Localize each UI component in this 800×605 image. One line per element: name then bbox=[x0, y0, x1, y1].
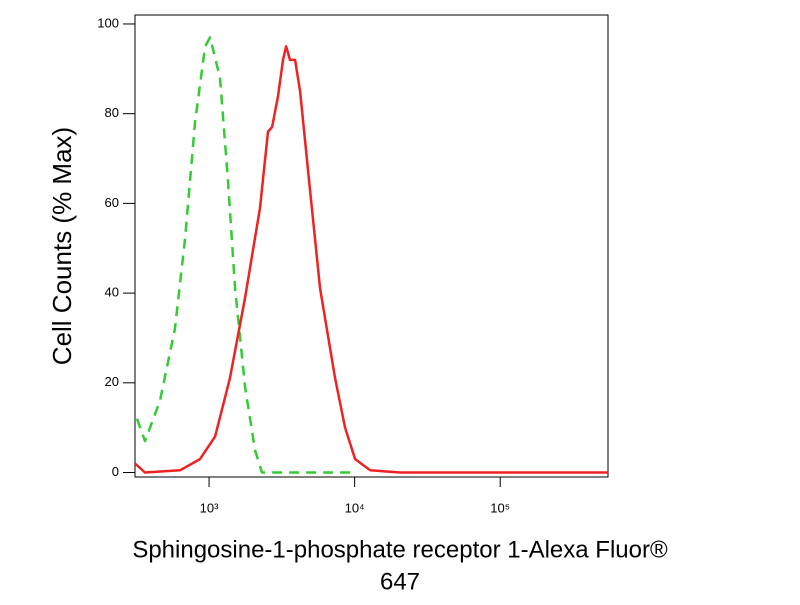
y-tick-label: 80 bbox=[105, 105, 119, 120]
x-tick-label: 10⁴ bbox=[345, 500, 365, 515]
x-tick-label: 10⁵ bbox=[490, 500, 510, 515]
x-axis-label: Sphingosine-1-phosphate receptor 1-Alexa… bbox=[132, 536, 668, 563]
y-tick-label: 60 bbox=[105, 195, 119, 210]
y-tick-label: 40 bbox=[105, 285, 119, 300]
series-line bbox=[134, 45, 608, 474]
y-tick-label: 0 bbox=[112, 464, 119, 479]
x-tick-label: 10³ bbox=[200, 500, 219, 515]
series-line bbox=[135, 36, 351, 474]
y-tick-label: 100 bbox=[97, 15, 119, 30]
y-tick-label: 20 bbox=[105, 374, 119, 389]
x-axis-label: 647 bbox=[380, 568, 420, 595]
plot-frame bbox=[134, 14, 609, 478]
y-axis-label: Cell Counts (% Max) bbox=[47, 127, 77, 365]
